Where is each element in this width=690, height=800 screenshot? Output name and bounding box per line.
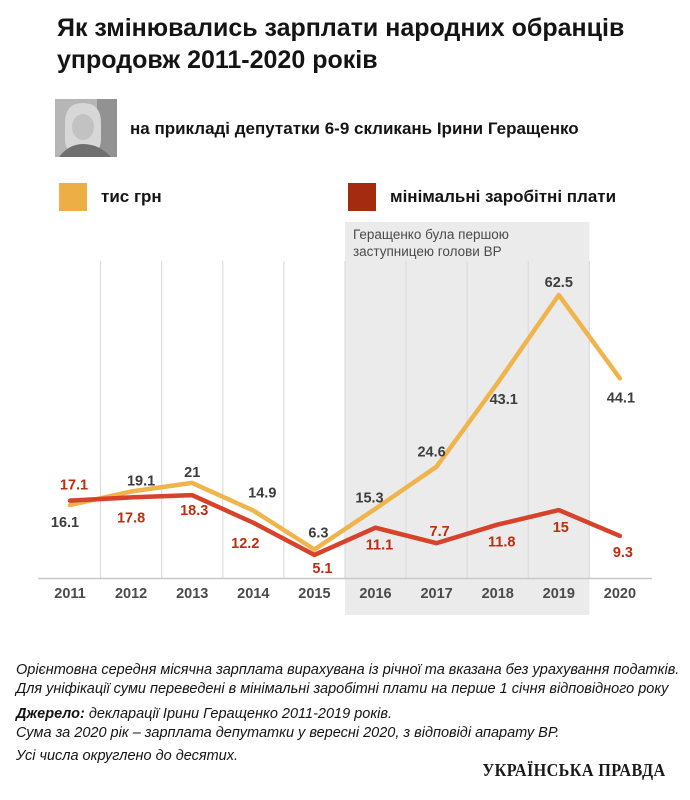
series-line-0 xyxy=(67,292,623,552)
ukrainska-pravda-logo: УКРАЇНСЬКА ПРАВДА xyxy=(482,760,666,780)
value-label-1: 15 xyxy=(553,520,569,536)
legend-label-salary: тис грн xyxy=(101,187,162,206)
value-label-1: 17.1 xyxy=(60,478,88,494)
value-label-1: 11.8 xyxy=(488,535,515,551)
value-label-0: 44.1 xyxy=(607,390,635,406)
value-label-0: 24.6 xyxy=(417,445,445,461)
legend-item-minwage: мінімальні заробітні плати xyxy=(348,183,616,211)
source-text: декларації Ірини Геращенко 2011-2019 рок… xyxy=(84,706,392,722)
deputy-photo xyxy=(55,99,117,157)
year-label: 2016 xyxy=(359,586,391,602)
footnote-line-2: Для уніфікації суми переведені в мінімал… xyxy=(16,680,669,697)
region-annotation: Геращенко була першою заступницею голови … xyxy=(353,227,509,259)
chart-canvas: Геращенко була першою заступницею голови … xyxy=(38,222,652,615)
footnote: Орієнтовна середня місячна зарплата вира… xyxy=(16,661,688,699)
value-label-1: 17.8 xyxy=(117,510,145,526)
series-line-1 xyxy=(67,492,623,558)
value-label-0: 14.9 xyxy=(248,486,276,502)
year-label: 2017 xyxy=(420,586,452,602)
year-label: 2012 xyxy=(115,586,147,602)
salary-swatch-icon xyxy=(59,183,87,211)
subtitle: на прикладі депутатки 6-9 скликань Ірини… xyxy=(130,119,579,138)
year-label: 2019 xyxy=(543,586,575,602)
value-label-1: 5.1 xyxy=(312,561,332,577)
footnote-line-1: Орієнтовна середня місячна зарплата вира… xyxy=(16,662,680,678)
value-label-1: 11.1 xyxy=(366,538,393,554)
page-title: Як змінювались зарплати народних обранці… xyxy=(57,13,667,77)
source-line-2: Сума за 2020 рік – зарплата депутатки у … xyxy=(16,724,560,741)
year-label: 2015 xyxy=(298,586,330,602)
value-label-1: 18.3 xyxy=(180,503,208,519)
value-label-0: 16.1 xyxy=(51,515,79,531)
year-label: 2014 xyxy=(237,586,269,602)
value-label-0: 15.3 xyxy=(355,491,383,507)
value-label-0: 6.3 xyxy=(308,525,328,541)
minwage-swatch-icon xyxy=(348,183,376,211)
source-note: Джерело: декларації Ірини Геращенко 2011… xyxy=(16,705,688,743)
source-line-1: Джерело: декларації Ірини Геращенко 2011… xyxy=(16,705,688,724)
year-label: 2013 xyxy=(176,586,208,602)
legend-item-salary: тис грн xyxy=(59,183,162,211)
value-label-1: 12.2 xyxy=(231,536,259,552)
value-label-0: 21 xyxy=(184,465,200,481)
rounding-note: Усі числа округлено до десятих. xyxy=(16,748,239,764)
source-label: Джерело: xyxy=(16,706,85,722)
year-label: 2020 xyxy=(604,586,636,602)
year-label: 2011 xyxy=(54,586,85,602)
line-chart: Геращенко була першою заступницею голови … xyxy=(0,215,690,620)
year-label: 2018 xyxy=(482,586,514,602)
value-label-1: 9.3 xyxy=(613,545,633,561)
title-line-2: упродовж 2011-2020 років xyxy=(57,45,378,74)
value-label-1: 7.7 xyxy=(430,524,450,540)
value-label-0: 19.1 xyxy=(127,474,155,490)
value-label-0: 43.1 xyxy=(490,392,518,408)
legend-label-minwage: мінімальні заробітні плати xyxy=(390,187,617,206)
title-line-1: Як змінювались зарплати народних обранці… xyxy=(57,14,625,42)
value-label-0: 62.5 xyxy=(545,275,573,291)
